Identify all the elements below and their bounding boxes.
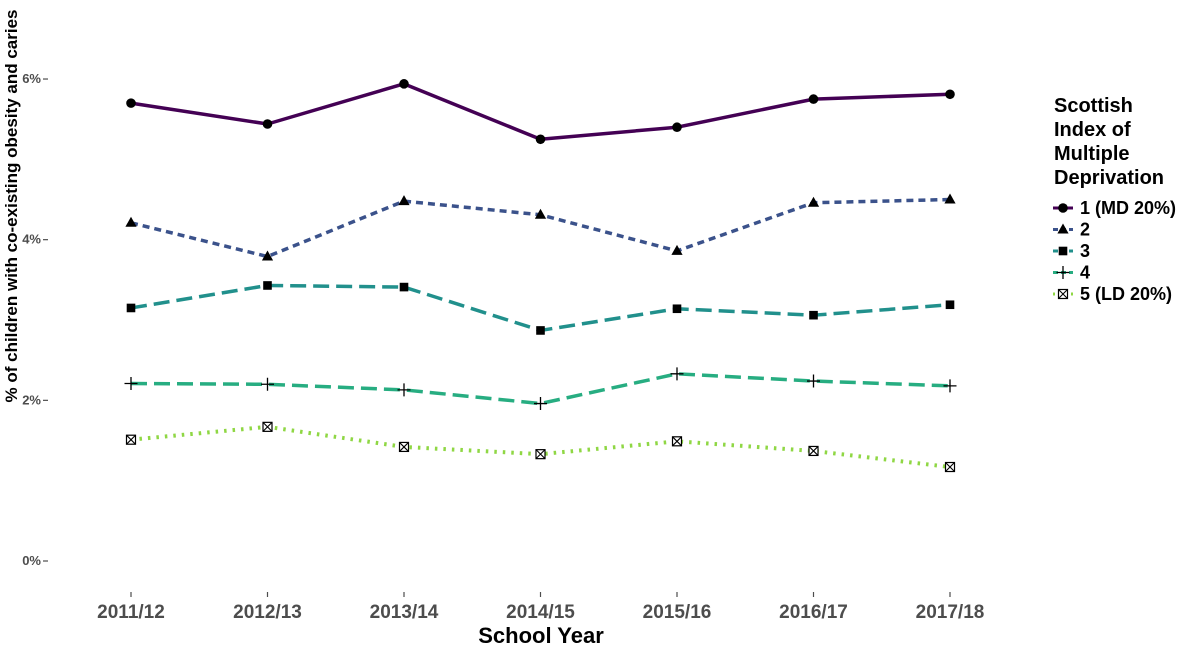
data-point [262,421,273,432]
data-point [126,303,136,313]
data-point [671,436,683,447]
series-1 [126,79,955,145]
legend-marker [1057,288,1069,300]
legend-label: 5 (LD 20%) [1080,284,1172,304]
series-5 [125,421,956,473]
legend: Scottish Index of Multiple Deprivation 1 (MD… [1053,95,1176,304]
data-point [534,208,547,219]
legend-marker [1056,266,1070,279]
legend-label: 3 [1080,241,1090,261]
data-point [945,89,955,100]
data-point [945,300,955,310]
legend-item-2: 2 [1053,220,1090,240]
data-point [398,441,410,453]
data-point [807,196,820,207]
x-axis: 2011/12 2012/13 2013/14 2014/15 2015/16 2016/… [97,592,984,623]
data-point [672,304,682,314]
data-point [944,193,956,204]
y-tick-label: 2% [22,392,41,407]
x-tick-label: 2017/18 [916,602,985,623]
series-line-5 [130,424,951,470]
data-point [671,244,683,255]
data-point [261,250,274,261]
series-2 [125,193,956,261]
data-point [125,216,137,227]
x-tick-label: 2011/12 [97,602,165,623]
data-point [809,310,818,320]
data-point [534,397,547,411]
x-tick-label: 2012/13 [233,602,302,623]
legend-item-1: 1 (MD 20%) [1053,198,1176,218]
data-point [672,122,682,133]
series-line-2 [130,197,951,259]
x-axis-title: School Year [478,623,604,648]
legend-marker [1058,203,1068,213]
series-3 [126,281,955,335]
legend-label: 1 (MD 20%) [1080,198,1176,218]
legend-title: Scottish Index of Multiple Deprivation [1054,95,1164,189]
data-point [536,326,545,335]
data-point [535,449,546,460]
legend-item-4: 4 [1053,263,1090,283]
data-point [808,94,819,104]
data-point [262,119,273,129]
data-point [944,461,956,473]
data-point [807,374,820,388]
legend-marker [1058,246,1068,256]
series-layer [124,79,957,473]
y-tick-label: 0% [22,553,41,568]
y-axis-title: % of children with co-existing obesity a… [2,10,21,403]
data-point [397,383,411,397]
x-tick-label: 2014/15 [506,602,575,623]
legend-item-3: 3 [1053,241,1090,261]
data-point [943,379,957,393]
data-point [261,377,274,391]
y-tick-label: 4% [22,232,41,247]
data-point [399,79,409,89]
data-point [398,195,410,206]
legend-marker [1057,223,1069,234]
data-point [808,445,819,457]
legend-item-5: 5 (LD 20%) [1053,284,1172,304]
x-tick-label: 2013/14 [370,602,439,623]
y-axis: 0% 2% 4% 6% [22,71,48,568]
series-line-1 [130,82,951,142]
x-tick-label: 2016/17 [779,602,848,623]
series-4 [124,367,957,411]
data-point [263,281,272,290]
legend-label: 4 [1080,263,1090,283]
x-tick-label: 2015/16 [643,602,712,623]
y-tick-label: 6% [22,71,41,86]
data-point [535,134,546,145]
data-point [399,282,409,292]
series-line-3 [130,283,951,333]
data-point [126,98,136,108]
legend-label: 2 [1080,220,1090,240]
data-point [125,434,137,445]
data-point [670,367,684,381]
data-point [124,376,138,390]
